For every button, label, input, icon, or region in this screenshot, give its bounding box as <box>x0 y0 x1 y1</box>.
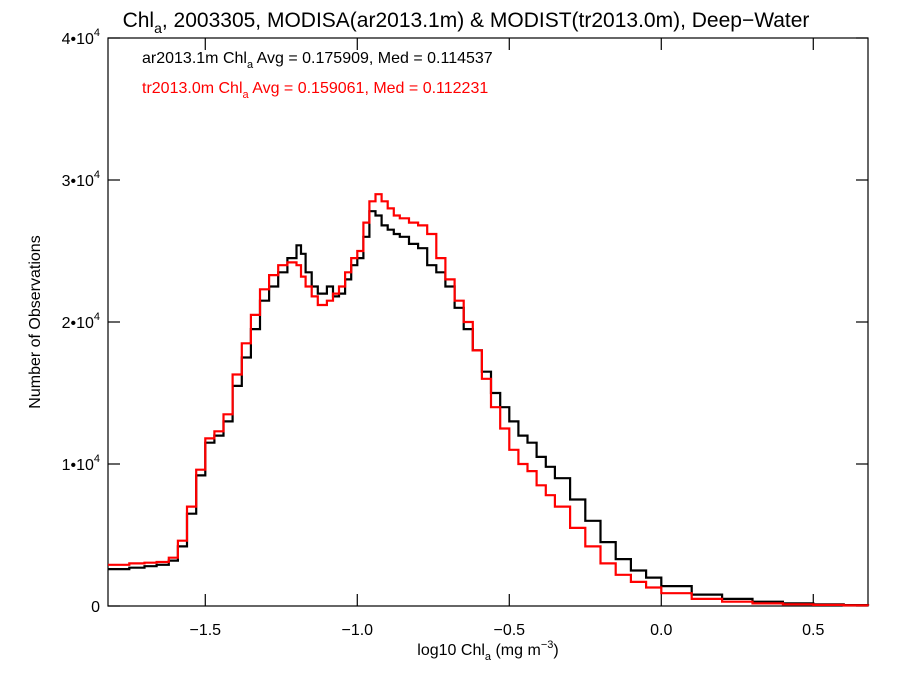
x-label-sup: −3 <box>541 639 554 651</box>
y-tick-label: 2•104 <box>62 311 100 332</box>
y-tick-exponent: 4 <box>94 27 100 39</box>
legend-ar2013-text: ar2013.1m Chl <box>142 50 247 67</box>
x-tick-label: −1.5 <box>189 622 221 639</box>
legend-tr2013-text: tr2013.0m Chl <box>142 80 243 97</box>
series-line-ar2013 <box>108 210 870 607</box>
series-layer <box>108 193 870 607</box>
x-axis-ticks: −1.5 −1.0 −0.5 0.0 0.5 <box>189 38 824 639</box>
y-tick-label: 0 <box>91 599 100 616</box>
legend-ar2013-sub: a <box>247 59 254 71</box>
y-tick-exponent: 4 <box>94 453 100 465</box>
y-tick-label: 1•104 <box>62 453 100 474</box>
title-subscript: a <box>154 20 162 36</box>
y-tick-exponent: 4 <box>94 169 100 181</box>
y-tick-mantissa: 3•10 <box>62 173 94 190</box>
title-rest: , 2003305, MODISA(ar2013.1m) & MODIST(tr… <box>162 9 810 32</box>
legend-entry-tr2013: tr2013.0m Chla Avg = 0.159061, Med = 0.1… <box>142 80 488 101</box>
x-axis-label: log10 Chla (mg m−3) <box>417 639 558 663</box>
x-tick-label: 0.5 <box>802 622 824 639</box>
legend-ar2013-stats: Avg = 0.175909, Med = 0.114537 <box>253 50 493 67</box>
y-tick-mantissa: 1•10 <box>62 457 94 474</box>
x-tick-label: −1.0 <box>341 622 373 639</box>
y-tick-mantissa: 2•10 <box>62 315 94 332</box>
x-label-units: (mg m <box>491 642 541 659</box>
x-label-end: ) <box>553 642 558 659</box>
y-axis-label: Number of Observations <box>27 235 44 408</box>
legend-tr2013-stats: Avg = 0.159061, Med = 0.112231 <box>249 80 489 97</box>
legend-tr2013-sub: a <box>243 89 250 101</box>
x-tick-label: 0.0 <box>650 622 672 639</box>
y-tick-exponent: 4 <box>94 311 100 323</box>
y-tick-label: 4•104 <box>62 27 100 48</box>
y-tick-mantissa: 4•10 <box>62 31 94 48</box>
legend-entry-ar2013: ar2013.1m Chla Avg = 0.175909, Med = 0.1… <box>142 50 493 71</box>
y-tick-mantissa: 0 <box>91 599 100 616</box>
x-tick-label: −0.5 <box>493 622 525 639</box>
title-main: Chl <box>123 9 155 32</box>
x-label-sub: a <box>485 651 492 663</box>
series-line-tr2013 <box>108 193 870 607</box>
y-tick-label: 3•104 <box>62 169 100 190</box>
chart-title: Chla, 2003305, MODISA(ar2013.1m) & MODIS… <box>123 9 810 36</box>
plot-frame <box>107 37 869 607</box>
x-label-main: log10 Chl <box>417 642 485 659</box>
